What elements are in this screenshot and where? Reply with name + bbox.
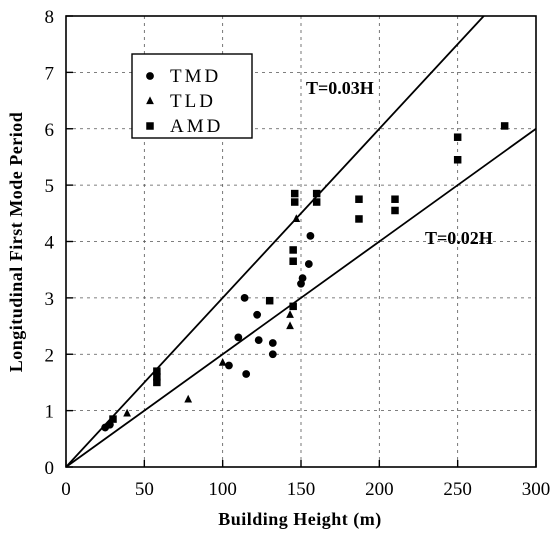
amd-point-4 [265, 296, 274, 305]
amd-point-12 [355, 215, 363, 223]
legend-label-tld: TLD [170, 91, 216, 112]
tld-point-1 [184, 394, 193, 403]
amd-point-2 [153, 373, 161, 381]
tmd-point-11 [298, 274, 307, 283]
y-tick-label-4: 4 [45, 233, 55, 254]
tmd-point-13 [306, 231, 315, 240]
amd-point-17 [453, 133, 462, 141]
amd-point-11 [312, 189, 321, 198]
tld-point-0 [123, 408, 131, 417]
reference-lines [65, 15, 537, 468]
amd-point-10 [312, 198, 321, 206]
amd-point-16 [453, 156, 462, 164]
y-tick-label-6: 6 [45, 120, 55, 141]
reference-line-0 [65, 15, 485, 468]
x-tick-label-0: 0 [61, 479, 71, 500]
tmd-point-8 [268, 350, 277, 359]
amd-point-9 [290, 189, 299, 198]
legend-marker-tld [146, 96, 154, 105]
amd-point-15 [391, 195, 399, 203]
amd-point-6 [289, 257, 297, 265]
y-tick-label-1: 1 [45, 402, 55, 423]
ref-line-label-002h: T=0.02H [425, 228, 493, 248]
legend-marker-amd [146, 122, 154, 130]
tmd-point-6 [253, 310, 262, 319]
y-tick-label-7: 7 [45, 63, 55, 84]
x-tick-label-50: 50 [135, 479, 154, 500]
y-tick-label-5: 5 [45, 176, 55, 197]
legend: TMD TLD AMD [131, 53, 253, 139]
x-axis-title: Building Height (m) [218, 509, 382, 530]
tld-point-5 [292, 214, 301, 223]
amd-point-8 [290, 198, 299, 206]
tmd-point-4 [240, 293, 249, 302]
tld-point-2 [218, 358, 227, 366]
legend-label-amd: AMD [170, 116, 223, 137]
y-tick-label-8: 8 [45, 7, 55, 28]
tld-point-4 [286, 310, 294, 318]
amd-point-3 [153, 367, 161, 375]
reference-line-1 [65, 128, 537, 468]
tmd-point-2 [225, 361, 233, 370]
x-tick-label-250: 250 [443, 479, 472, 500]
legend-marker-tmd [146, 72, 154, 80]
y-axis-title: Longitudinal First Mode Period [6, 112, 26, 373]
data-points [101, 122, 509, 432]
amd-point-5 [289, 302, 297, 311]
x-tick-labels: 0 50 100 150 200 250 300 [61, 479, 550, 500]
amd-point-18 [500, 122, 509, 130]
tmd-point-5 [242, 370, 251, 378]
axis-ticks [65, 15, 537, 468]
amd-point-13 [355, 195, 363, 203]
x-tick-label-100: 100 [208, 479, 237, 500]
amd-point-14 [391, 206, 399, 215]
tld-point-3 [286, 321, 294, 330]
tmd-point-12 [304, 260, 313, 268]
ref-line-label-003h: T=0.03H [306, 78, 374, 98]
x-tick-label-200: 200 [365, 479, 394, 500]
amd-point-7 [289, 246, 297, 254]
x-tick-label-150: 150 [287, 479, 316, 500]
amd-point-1 [153, 378, 161, 387]
y-tick-labels: 0 1 2 3 4 5 6 7 8 [45, 7, 55, 479]
tmd-point-7 [254, 336, 263, 345]
y-tick-label-3: 3 [45, 289, 55, 310]
legend-items [146, 72, 154, 130]
legend-label-tmd: TMD [170, 66, 221, 87]
tmd-point-9 [268, 339, 277, 347]
y-tick-label-0: 0 [45, 458, 55, 479]
y-tick-label-2: 2 [45, 345, 55, 366]
x-tick-label-300: 300 [522, 479, 551, 500]
tmd-point-3 [234, 333, 243, 342]
amd-point-0 [109, 415, 117, 423]
